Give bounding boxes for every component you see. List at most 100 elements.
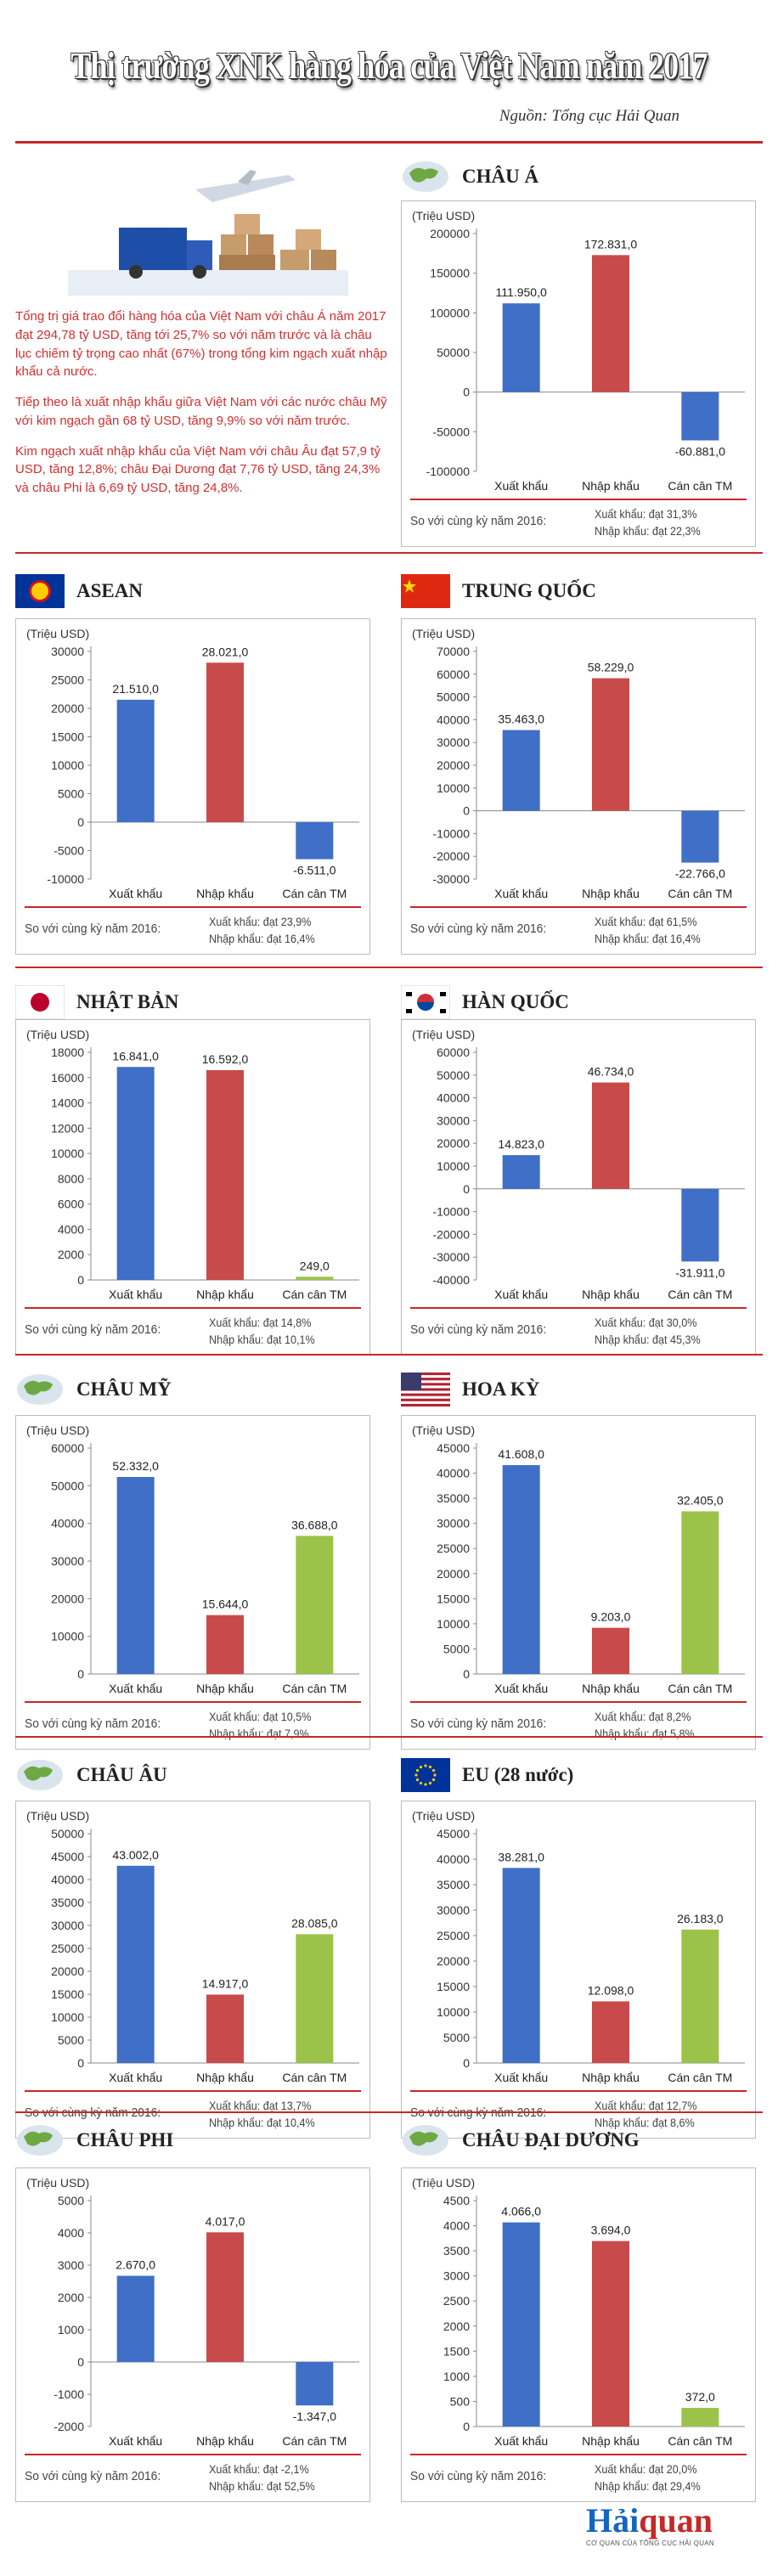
- comparison-note: So với cùng kỳ năm 2016:Xuất khẩu: đạt 1…: [25, 1314, 361, 1348]
- compare-divider: [25, 2454, 361, 2455]
- category-label: Xuất khẩu: [494, 887, 548, 900]
- category-label: Nhập khẩu: [582, 2071, 640, 2084]
- chart-panel: (Triệu USD) 18000 16000 14000 12000 10000 8000…: [15, 1019, 370, 1356]
- intro-paragraph: Kim ngạch xuất nhập khẩu của Việt Nam vớ…: [15, 443, 381, 496]
- comparison-label: So với cùng kỳ năm 2016:: [25, 2469, 161, 2483]
- bar-chart: (Triệu USD) 60000 50000 40000 30000 20000 1000…: [412, 1028, 745, 1301]
- data-label: 4.066,0: [501, 2205, 541, 2218]
- chart-panel: (Triệu USD) 70000 60000 50000 40000 30000 2000…: [401, 618, 756, 955]
- bar: [116, 699, 155, 822]
- data-label: 32.405,0: [677, 1493, 724, 1507]
- y-tick-label: 5000: [443, 2031, 470, 2044]
- data-label: 3.694,0: [591, 2224, 631, 2237]
- category-label: Cán cân TM: [668, 887, 732, 900]
- compare-divider: [410, 1701, 747, 1703]
- import-growth: Nhập khẩu: đạt 10,4%: [209, 2116, 316, 2129]
- y-tick-label: -2000: [54, 2420, 84, 2433]
- unit-label: (Triệu USD): [26, 1423, 89, 1437]
- export-growth: Xuất khẩu: đạt 10,5%: [209, 1710, 312, 1723]
- y-tick-label: 2000: [58, 2291, 84, 2304]
- category-label: Nhập khẩu: [196, 1682, 254, 1695]
- unit-label: (Triệu USD): [412, 627, 475, 640]
- y-tick-label: 40000: [437, 1091, 470, 1105]
- category-label: Xuất khẩu: [109, 1288, 162, 1301]
- bar: [116, 2275, 155, 2362]
- bar-chart: (Triệu USD) 70000 60000 50000 40000 30000 2000…: [412, 627, 745, 900]
- section-heading: EU (28 nước): [401, 1758, 756, 1792]
- chart-panel: (Triệu USD) 60000 50000 40000 30000 20000 1000…: [15, 1415, 370, 1750]
- japan-flag-icon: [14, 984, 65, 1020]
- category-label: Cán cân TM: [668, 1288, 732, 1301]
- section-heading: ASEAN: [15, 574, 370, 608]
- data-label: 26.183,0: [677, 1912, 724, 1925]
- y-tick-label: 3500: [443, 2244, 470, 2258]
- page-title: Thị trường XNK hàng hóa của Việt Nam năm…: [70, 45, 708, 87]
- y-tick-label: 0: [463, 804, 470, 818]
- y-tick-label: 2000: [58, 1248, 84, 1261]
- category-label: Nhập khẩu: [582, 887, 640, 900]
- y-tick-label: 18000: [51, 1046, 84, 1059]
- bar: [681, 2408, 719, 2427]
- comparison-note: So với cùng kỳ năm 2016:Xuất khẩu: đạt 1…: [25, 2097, 361, 2131]
- section-heading: CHÂU ÂU: [15, 1758, 370, 1792]
- y-tick-label: 40000: [437, 713, 470, 726]
- y-tick-label: -10000: [47, 872, 84, 886]
- section-heading: CHÂU PHI: [15, 2123, 370, 2157]
- bar: [206, 1615, 244, 1674]
- section-heading: CHÂU Á: [401, 160, 756, 194]
- y-tick-label: 35000: [51, 1896, 84, 1909]
- y-tick-label: 10000: [437, 2005, 470, 2019]
- bar: [502, 1155, 540, 1189]
- import-growth: Nhập khẩu: đạt 16,4%: [595, 932, 702, 945]
- logistics-illustration: [68, 170, 348, 296]
- y-tick-label: 20000: [51, 1964, 84, 1978]
- section-title: CHÂU MỸ: [76, 1378, 172, 1400]
- y-tick-label: 50000: [51, 1479, 84, 1492]
- y-tick-label: 2000: [443, 2320, 470, 2333]
- chart-panel: (Triệu USD) 60000 50000 40000 30000 20000 1000…: [401, 1019, 756, 1356]
- y-tick-label: 3000: [443, 2269, 470, 2283]
- category-label: Cán cân TM: [282, 1288, 347, 1301]
- y-tick-label: 0: [77, 2056, 84, 2070]
- y-tick-label: 25000: [437, 1542, 470, 1555]
- data-label: 28.085,0: [291, 1916, 338, 1930]
- bar-chart: (Triệu USD) 45000 40000 35000 30000 25000 2000…: [412, 1423, 745, 1695]
- import-growth: Nhập khẩu: đạt 52,5%: [209, 2479, 316, 2493]
- y-tick-label: 150000: [430, 267, 470, 280]
- section-title: ASEAN: [76, 580, 143, 601]
- section-divider: [15, 967, 763, 968]
- y-tick-label: 50000: [437, 691, 470, 704]
- comparison-label: So với cùng kỳ năm 2016:: [25, 922, 161, 936]
- bar: [592, 1082, 629, 1189]
- y-tick-label: 0: [77, 815, 84, 829]
- y-tick-label: 15000: [51, 1987, 84, 2001]
- y-tick-label: 30000: [51, 1554, 84, 1568]
- y-tick-label: -100000: [426, 465, 471, 478]
- y-tick-label: 2500: [443, 2294, 470, 2308]
- category-label: Cán cân TM: [282, 1682, 347, 1695]
- export-growth: Xuất khẩu: đạt 20,0%: [595, 2462, 697, 2476]
- export-growth: Xuất khẩu: đạt -2,1%: [209, 2462, 310, 2476]
- chart-panel: (Triệu USD) 45000 40000 35000 30000 25000 2000…: [401, 1415, 756, 1750]
- y-tick-label: 20000: [51, 1592, 84, 1605]
- y-tick-label: 45000: [437, 1441, 470, 1455]
- comparison-note: So với cùng kỳ năm 2016: Xuất khẩu: đạt 2…: [25, 913, 361, 947]
- y-tick-label: -10000: [432, 826, 470, 840]
- category-label: Nhập khẩu: [582, 1288, 640, 1301]
- y-tick-label: 5000: [443, 1642, 470, 1655]
- section-title: CHÂU ĐẠI DƯƠNG: [462, 2129, 640, 2150]
- compare-divider: [410, 499, 747, 500]
- category-label: Cán cân TM: [668, 2071, 732, 2084]
- category-label: Nhập khẩu: [196, 887, 254, 900]
- chart-panel: (Triệu USD) 200000 150000 100000 50000 0 -5000…: [401, 200, 756, 547]
- haiquan-logo: Hảiquan CƠ QUAN CỦA TỔNG CỤC HẢI QUAN: [586, 2504, 756, 2555]
- unit-label: (Triệu USD): [412, 1809, 475, 1823]
- source-note: Nguồn: Tổng cục Hải Quan: [499, 107, 679, 125]
- data-label: 12.098,0: [588, 1983, 634, 1997]
- y-tick-label: 10000: [51, 1630, 84, 1643]
- section-divider: [15, 1354, 763, 1356]
- y-tick-label: -10000: [432, 1205, 470, 1219]
- bar: [296, 1934, 334, 2063]
- y-tick-label: 25000: [51, 674, 84, 687]
- africa-globe-icon: [15, 2123, 65, 2157]
